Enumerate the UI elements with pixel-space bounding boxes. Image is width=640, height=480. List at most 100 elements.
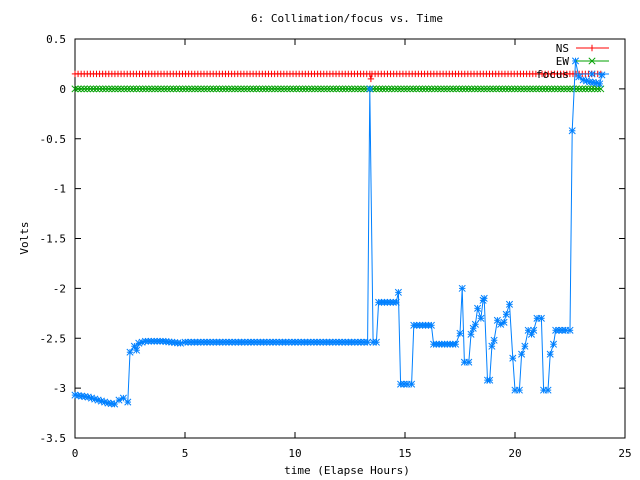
series-ew-point (440, 85, 448, 93)
series-ew-point (225, 85, 233, 93)
series-ew-point (446, 85, 454, 93)
series-ew-point (255, 85, 264, 93)
series-focus-point (598, 71, 606, 79)
series-ew-point (452, 85, 460, 93)
series-focus-point (397, 380, 405, 388)
series-ew-point (129, 85, 137, 93)
series-focus-point (126, 348, 134, 356)
series-ew-point (351, 85, 359, 93)
series-ew-point (86, 85, 94, 93)
y-tick-label: -3 (53, 382, 66, 395)
series-ew-point (449, 85, 457, 93)
series-focus-point (394, 288, 402, 296)
series-ew-point (338, 85, 347, 93)
series-ew-point (477, 85, 485, 93)
series-ew-point (551, 85, 559, 93)
series-ew-point (403, 85, 411, 93)
series-ew-point (179, 85, 187, 93)
series-ew-point (200, 85, 208, 93)
series-ew-point (132, 85, 141, 93)
series-ew-point (160, 85, 168, 93)
series-ns (71, 70, 604, 83)
series-ew-point (566, 85, 574, 93)
series-ew-point (169, 85, 177, 93)
series-ew-point (394, 85, 402, 93)
series-ew-point (474, 85, 482, 93)
series-ew-point (354, 85, 362, 93)
series-ew-point (89, 85, 98, 93)
series-ew-point (71, 85, 79, 93)
series-ew-point (348, 85, 356, 93)
series-ew-point (237, 85, 245, 93)
series-ew-point (505, 85, 513, 93)
series-ew-point (157, 85, 165, 93)
series-ew-point (421, 85, 430, 93)
series-ew-point (382, 85, 390, 93)
series-ew-point (222, 85, 230, 93)
series-ew-point (151, 85, 159, 93)
series-ew-point (120, 85, 128, 93)
plot-frame (74, 38, 626, 439)
series-ew (71, 85, 605, 93)
series-ew-point (372, 85, 380, 93)
legend-marker-ew (588, 57, 596, 65)
series-ew-point (458, 85, 466, 93)
series-ew-point (345, 85, 353, 93)
series-ew-point (74, 85, 82, 93)
series-ew-point (508, 85, 516, 93)
series-ew-point (489, 85, 497, 93)
series-ew-point (96, 85, 104, 93)
series-ew-point (329, 85, 337, 93)
series-ew-point (443, 85, 451, 93)
series-ew-point (117, 85, 125, 93)
series-ew-point (480, 85, 488, 93)
series-focus-point (530, 326, 538, 334)
series-ew-point (486, 85, 494, 93)
series-ew-point (332, 85, 340, 93)
series-focus-point (477, 314, 485, 322)
x-tick-label: 20 (508, 447, 521, 460)
series-ew-point (172, 85, 181, 93)
x-tick-label: 15 (398, 447, 411, 460)
series-ew-point (188, 85, 196, 93)
series-ew-point (357, 85, 365, 93)
x-tick-label: 25 (618, 447, 631, 460)
series-ew-point (268, 85, 276, 93)
series-focus-point (364, 338, 372, 346)
series-ew-point (99, 85, 107, 93)
series-ew-point (163, 85, 171, 93)
series-ew-point (92, 85, 101, 93)
series-ew-point (461, 85, 470, 93)
x-tick-label: 0 (72, 447, 79, 460)
series-ew-point (136, 85, 144, 93)
series-ew-point (560, 85, 568, 93)
legend-label-ew: EW (556, 55, 570, 68)
series-ew-point (197, 85, 205, 93)
series-focus-point (518, 350, 526, 358)
y-tick-label: -2 (53, 282, 66, 295)
series-ew-point (391, 85, 399, 93)
series-focus-point (555, 326, 563, 334)
series-ew-point (126, 85, 134, 93)
y-tick-label: 0.5 (46, 33, 66, 46)
series-ew-point (437, 85, 445, 93)
series-ew-point (80, 85, 88, 93)
series-ew-point (166, 85, 174, 93)
series-ew-point (563, 85, 571, 93)
series-ew-point (249, 85, 257, 93)
series-ew-point (283, 85, 291, 93)
series-focus-point (392, 298, 400, 306)
series-focus-point (490, 336, 498, 344)
series-ew-point (400, 85, 408, 93)
series-ew-point (326, 85, 334, 93)
series-ew-point (520, 85, 528, 93)
series-focus (71, 57, 606, 408)
series-ew-point (231, 85, 239, 93)
series-ew-point (360, 85, 368, 93)
series-ew-point (175, 85, 184, 93)
series-ew-point (228, 85, 236, 93)
series-ew-point (526, 85, 534, 93)
series-ew-point (262, 85, 270, 93)
